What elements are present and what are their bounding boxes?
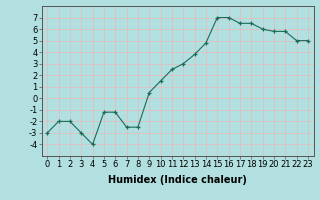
X-axis label: Humidex (Indice chaleur): Humidex (Indice chaleur)	[108, 175, 247, 185]
